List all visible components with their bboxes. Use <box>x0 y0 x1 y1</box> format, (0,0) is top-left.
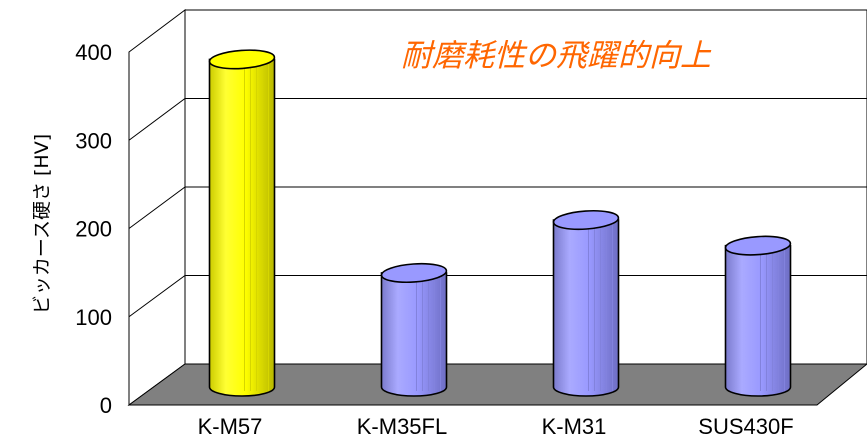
chart-annotation: 耐磨耗性の飛躍的向上 <box>401 38 712 74</box>
bar-body <box>552 219 620 397</box>
y-axis-tick-labels: 0 100 200 300 400 <box>75 40 112 418</box>
y-tick-label: 300 <box>75 128 112 153</box>
bar-body <box>380 272 448 397</box>
y-tick-label: 0 <box>100 393 112 418</box>
y-tick-label: 100 <box>75 305 112 330</box>
x-tick-label: K-M35FL <box>357 414 447 439</box>
x-tick-label: SUS430F <box>698 414 793 439</box>
bar <box>724 235 792 397</box>
gridlines <box>128 98 867 318</box>
bar-top <box>380 262 448 284</box>
x-axis-tick-labels: K-M57 K-M35FL K-M31 SUS430F <box>198 414 794 439</box>
bar <box>208 49 276 397</box>
bar-body <box>208 58 276 397</box>
gridline <box>128 98 867 141</box>
bars <box>208 49 792 397</box>
bar-body <box>724 244 792 397</box>
y-tick-label: 200 <box>75 217 112 242</box>
bar-top <box>552 209 620 231</box>
x-tick-label: K-M31 <box>542 414 607 439</box>
floor <box>127 363 867 406</box>
bar-top <box>724 235 792 256</box>
y-axis-label: ビッカース硬さ [HV] <box>31 134 53 314</box>
x-tick-label: K-M57 <box>198 414 263 439</box>
bar-top <box>208 49 276 70</box>
bar <box>380 262 448 397</box>
bar <box>552 209 620 397</box>
gridline <box>128 275 867 318</box>
gridline <box>128 186 867 229</box>
y-tick-label: 400 <box>75 40 112 65</box>
